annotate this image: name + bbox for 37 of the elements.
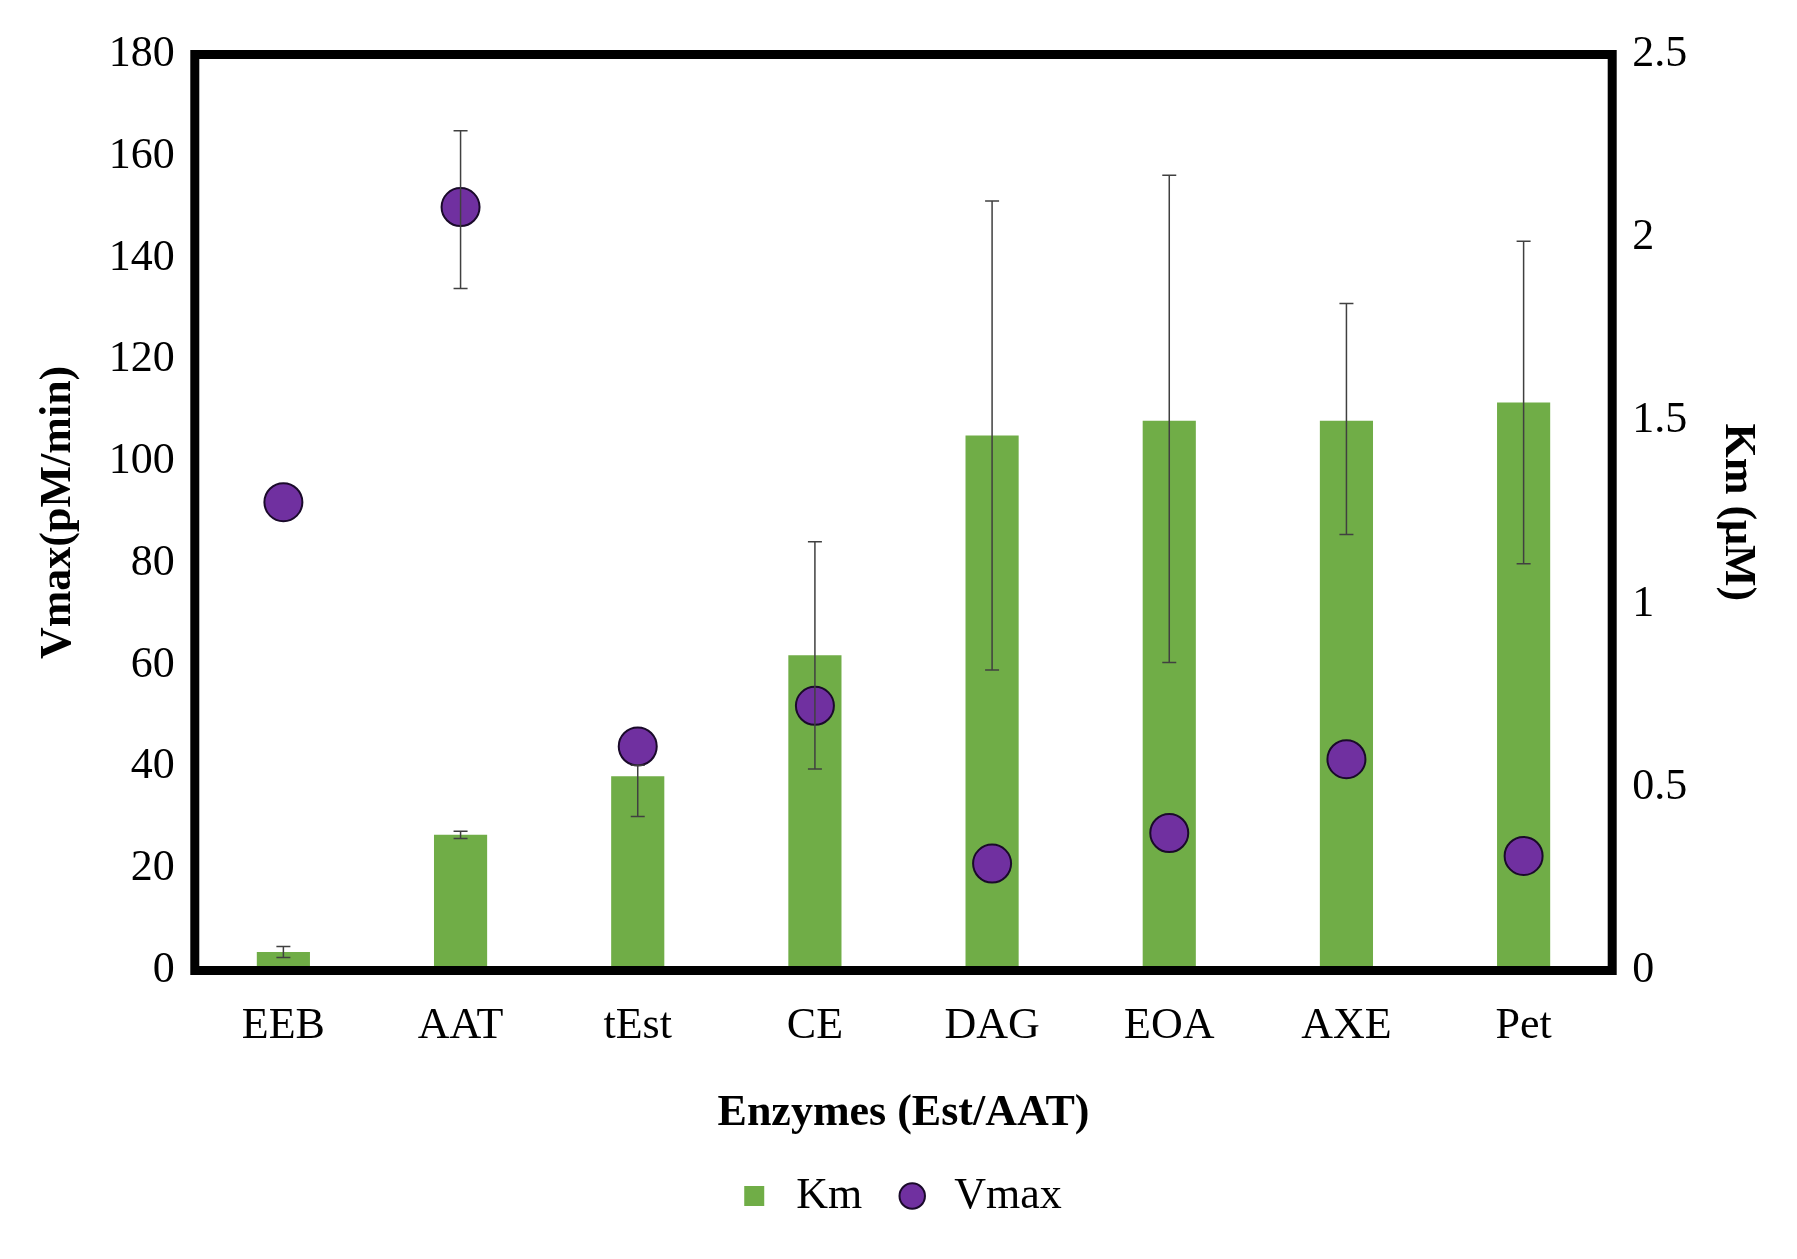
y-tick-label: 60 [130, 637, 175, 687]
y-tick-label: 0 [152, 942, 175, 992]
y2-tick-label: 1 [1632, 576, 1655, 626]
y2-tick-label: 1.5 [1632, 393, 1688, 443]
x-tick-label: AXE [1301, 999, 1392, 1049]
point [1149, 813, 1190, 853]
y-tick-label: 80 [130, 535, 175, 585]
y2-axis-title: Km (μM) [1716, 423, 1766, 602]
point [972, 843, 1013, 884]
y-tick-label: 40 [130, 739, 175, 789]
point [1326, 739, 1367, 780]
y-axis-title: Vmax(pM/min) [30, 365, 80, 660]
y-tick-label: 100 [108, 434, 175, 484]
legend-label: Km [796, 1168, 863, 1218]
y-tick-label: 20 [130, 841, 175, 891]
point [440, 187, 481, 228]
y2-tick-label: 2 [1632, 210, 1655, 260]
x-tick-label: CE [786, 999, 844, 1049]
legend-label: Vmax [954, 1168, 1062, 1218]
x-tick-label: AAT [417, 999, 504, 1049]
x-tick-label: EOA [1124, 999, 1215, 1049]
y2-tick-label: 0 [1632, 942, 1655, 992]
x-axis-title: Enzymes (Est/AAT) [717, 1085, 1090, 1135]
x-tick-label: EEB [241, 999, 325, 1049]
x-tick-label: Pet [1495, 999, 1552, 1049]
y-tick-label: 180 [108, 26, 175, 76]
y-tick-label: 160 [108, 128, 175, 178]
point [1503, 835, 1544, 876]
point [263, 482, 304, 523]
y2-tick-label: 0.5 [1632, 759, 1688, 809]
x-tick-label: DAG [944, 999, 1040, 1049]
x-tick-label: tEst [603, 999, 672, 1049]
y-tick-label: 120 [108, 332, 175, 382]
y2-tick-label: 2.5 [1632, 26, 1688, 76]
point [794, 685, 835, 726]
y-tick-label: 140 [108, 230, 175, 280]
point [617, 726, 658, 767]
